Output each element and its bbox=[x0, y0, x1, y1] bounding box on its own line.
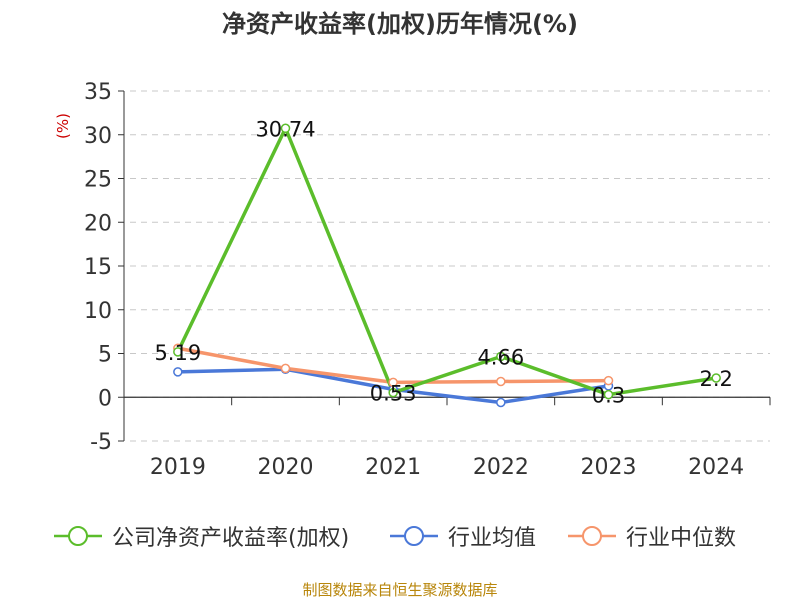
data-label: 0.3 bbox=[592, 384, 625, 408]
data-label: 0.53 bbox=[370, 382, 417, 406]
x-tick-label: 2022 bbox=[473, 455, 529, 480]
legend-line-circle-icon bbox=[390, 526, 438, 546]
data-label: 4.66 bbox=[477, 345, 524, 369]
x-tick-label: 2021 bbox=[365, 455, 421, 480]
x-tick-label: 2019 bbox=[150, 455, 206, 480]
y-tick-label: 10 bbox=[84, 299, 112, 324]
y-tick-label: 15 bbox=[84, 255, 112, 280]
legend-line-circle-icon bbox=[568, 526, 616, 546]
series-line-0 bbox=[176, 126, 718, 397]
data-point bbox=[388, 377, 398, 388]
legend-item[interactable]: 公司净资产收益率(加权) bbox=[52, 518, 349, 554]
x-tick-label: 2020 bbox=[258, 455, 314, 480]
data-source-note: 制图数据来自恒生聚源数据库 bbox=[302, 581, 498, 599]
data-point bbox=[496, 397, 506, 408]
legend-label: 公司净资产收益率(加权) bbox=[112, 526, 350, 551]
y-tick-label: 30 bbox=[84, 124, 112, 149]
x-tick-label: 2023 bbox=[581, 455, 637, 480]
data-label: 30.74 bbox=[255, 117, 315, 141]
legend-label: 行业均值 bbox=[448, 526, 537, 551]
y-tick-label: 5 bbox=[98, 343, 112, 368]
data-point bbox=[388, 387, 398, 398]
data-point bbox=[173, 347, 183, 357]
data-point bbox=[173, 367, 183, 377]
data-label: 5.19 bbox=[154, 341, 201, 365]
y-tick-label: 25 bbox=[84, 168, 112, 193]
y-axis-label: (%) bbox=[54, 113, 72, 139]
roe-line-chart: -5 0 5 10 15 20 25 30 35 (%) 2019 2020 2021 2022 2023 2… bbox=[54, 80, 771, 480]
y-tick-label: 20 bbox=[84, 211, 112, 236]
data-point bbox=[603, 375, 614, 386]
x-tick-label: 2024 bbox=[688, 455, 744, 480]
data-point bbox=[496, 376, 506, 387]
y-tick-label: 0 bbox=[98, 386, 112, 411]
y-tick-label: 35 bbox=[84, 80, 112, 105]
data-point bbox=[711, 373, 721, 383]
data-point bbox=[280, 123, 291, 134]
legend-line-circle-icon bbox=[54, 526, 102, 546]
chart-legend: 公司净资产收益率(加权) 行业均值 行业中位数 bbox=[0, 518, 800, 554]
data-point bbox=[603, 389, 614, 400]
legend-item[interactable]: 行业中位数 bbox=[566, 518, 736, 554]
data-point bbox=[280, 363, 291, 374]
data-label: 2.2 bbox=[699, 367, 732, 391]
legend-label: 行业中位数 bbox=[626, 526, 737, 551]
y-tick-label: -5 bbox=[90, 430, 112, 455]
legend-item[interactable]: 行业均值 bbox=[388, 518, 536, 554]
data-point bbox=[496, 351, 506, 362]
chart-title: 净资产收益率(加权)历年情况(%) bbox=[222, 10, 578, 38]
